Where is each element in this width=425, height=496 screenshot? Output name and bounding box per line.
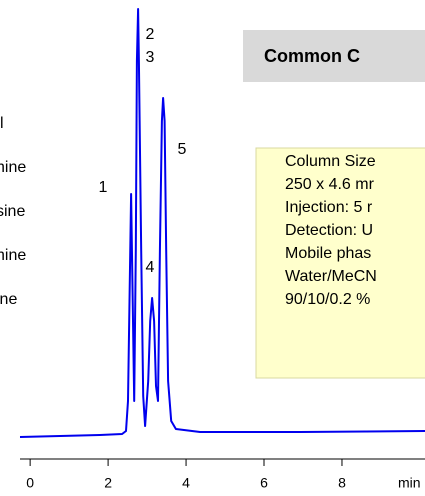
compound-label: hine <box>0 159 26 176</box>
compound-label: hine <box>0 247 26 264</box>
peak-label: 2 <box>146 26 155 43</box>
peak-label: 4 <box>146 259 155 276</box>
conditions-box <box>255 147 425 379</box>
compound-label: l <box>0 115 4 132</box>
peak-label: 3 <box>146 49 155 66</box>
condition-text: Injection: 5 r <box>285 199 373 216</box>
condition-text: Detection: U <box>285 222 373 239</box>
x-tick-label: 4 <box>182 475 190 491</box>
compound-label: ine <box>0 291 17 308</box>
condition-text: 250 x 4.6 mr <box>285 176 375 193</box>
signal-trace <box>19 8 425 438</box>
x-axis-label: min <box>398 475 421 491</box>
condition-text: Column Size <box>285 153 376 170</box>
x-tick-label: 6 <box>260 475 268 491</box>
condition-text: Mobile phas <box>285 245 371 262</box>
condition-text: Water/MeCN <box>285 268 377 285</box>
chart-title: Common C <box>264 46 360 66</box>
condition-text: 90/10/0.2 % <box>285 291 370 308</box>
peak-label: 5 <box>178 141 187 158</box>
x-tick-label: 0 <box>26 475 34 491</box>
x-tick-label: 8 <box>338 475 346 491</box>
compound-label: sine <box>0 203 25 220</box>
peak-label: 1 <box>99 179 108 196</box>
x-tick-label: 2 <box>104 475 112 491</box>
title-box <box>243 30 425 82</box>
